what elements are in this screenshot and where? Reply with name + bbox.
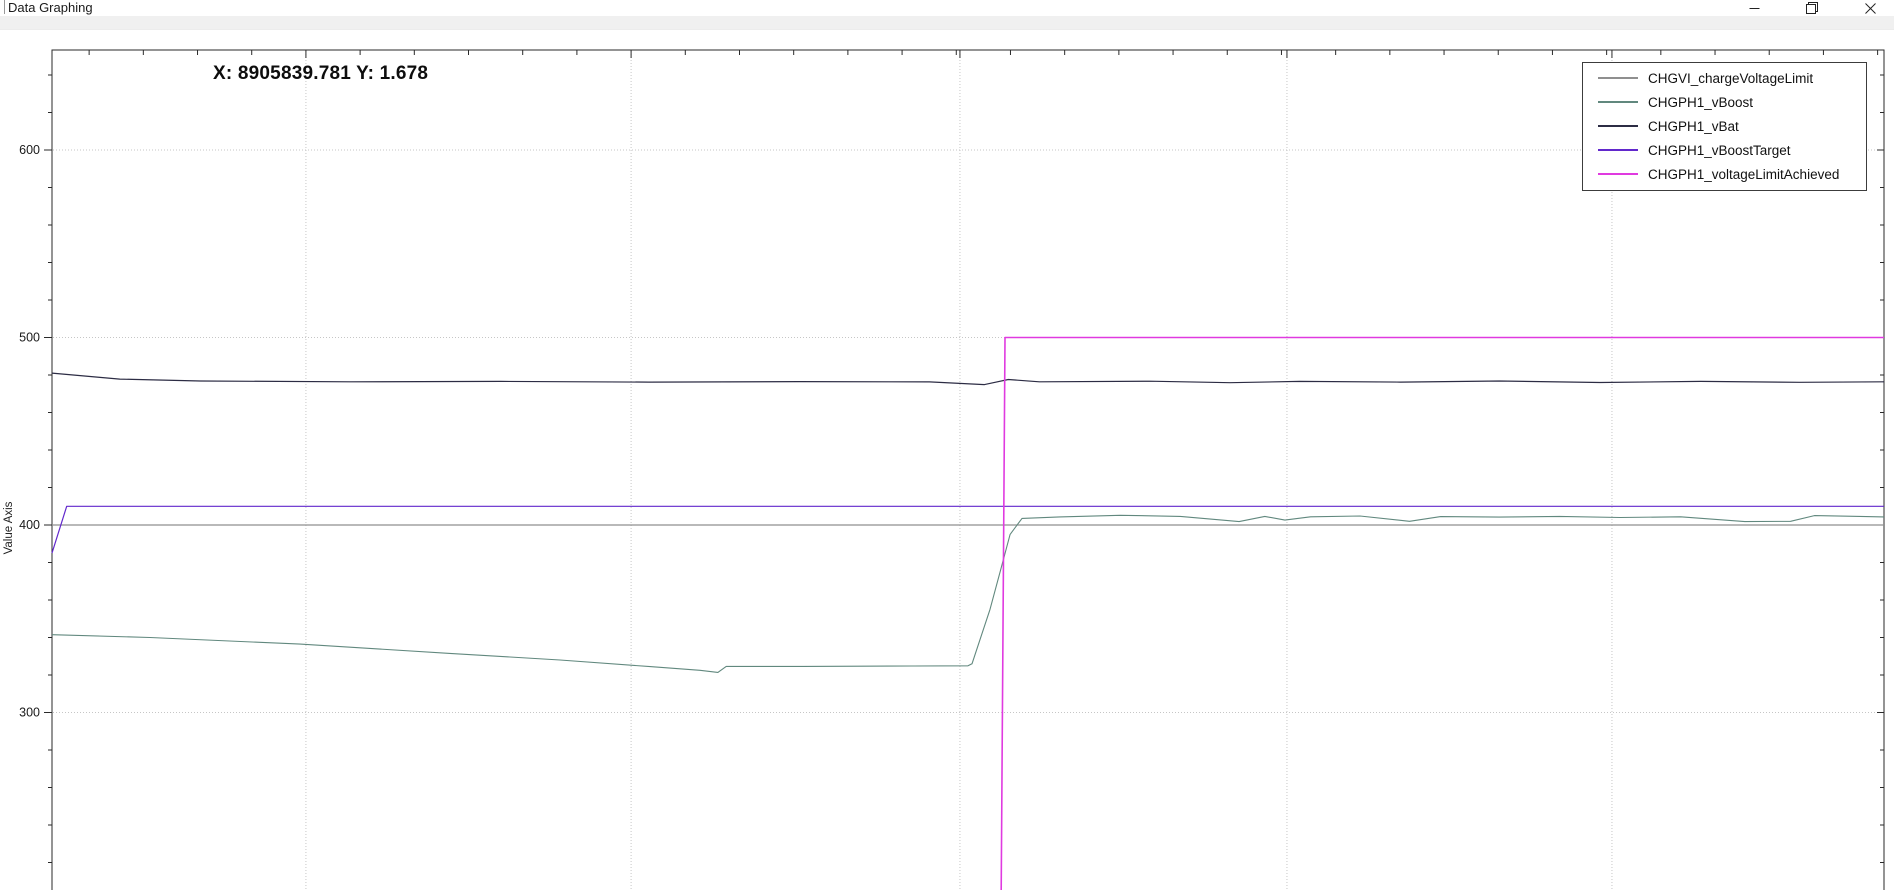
- legend-item[interactable]: CHGPH1_voltageLimitAchieved: [1583, 162, 1866, 186]
- legend-item[interactable]: CHGPH1_vBoostTarget: [1583, 138, 1866, 162]
- legend-line-swatch: [1598, 77, 1638, 79]
- close-button[interactable]: [1848, 0, 1892, 16]
- y-tick-label: 400: [19, 518, 40, 532]
- minimize-button[interactable]: [1732, 0, 1776, 16]
- legend-item[interactable]: CHGPH1_vBat: [1583, 114, 1866, 138]
- legend-item[interactable]: CHGPH1_vBoost: [1583, 90, 1866, 114]
- legend-item-label: CHGPH1_vBoost: [1648, 94, 1754, 110]
- legend-line-swatch: [1598, 149, 1638, 151]
- close-icon: [1864, 2, 1876, 14]
- plot-border: [51, 49, 1885, 890]
- series-line: [1000, 336, 1884, 890]
- window-title: Data Graphing: [8, 0, 93, 15]
- legend-line-swatch: [1598, 173, 1638, 175]
- series-line: [51, 505, 1884, 554]
- restore-icon: [1806, 2, 1818, 14]
- y-axis-title: Value Axis: [3, 501, 15, 554]
- cursor-coordinate-readout: X: 8905839.781 Y: 1.678: [213, 63, 429, 84]
- legend-item[interactable]: CHGVI_chargeVoltageLimit: [1583, 66, 1866, 90]
- legend: CHGVI_chargeVoltageLimit CHGPH1_vBoost CHG…: [1582, 62, 1867, 191]
- restore-button[interactable]: [1790, 0, 1834, 16]
- minimize-icon: [1749, 3, 1760, 14]
- y-tick-label: 500: [19, 331, 40, 345]
- series-line: [51, 514, 1885, 673]
- legend-item-label: CHGPH1_voltageLimitAchieved: [1648, 166, 1840, 182]
- menu-strip: [0, 16, 1894, 30]
- legend-item-label: CHGVI_chargeVoltageLimit: [1648, 70, 1814, 86]
- series-line: [51, 372, 1885, 386]
- y-tick-label: 300: [19, 706, 40, 720]
- y-tick-label: 600: [19, 143, 40, 157]
- legend-item-label: CHGPH1_vBoostTarget: [1648, 142, 1791, 158]
- legend-line-swatch: [1598, 101, 1638, 103]
- title-bar[interactable]: Data Graphing: [0, 0, 1894, 16]
- app-icon: [1, 0, 5, 14]
- legend-line-swatch: [1598, 125, 1638, 127]
- legend-item-label: CHGPH1_vBat: [1648, 118, 1739, 134]
